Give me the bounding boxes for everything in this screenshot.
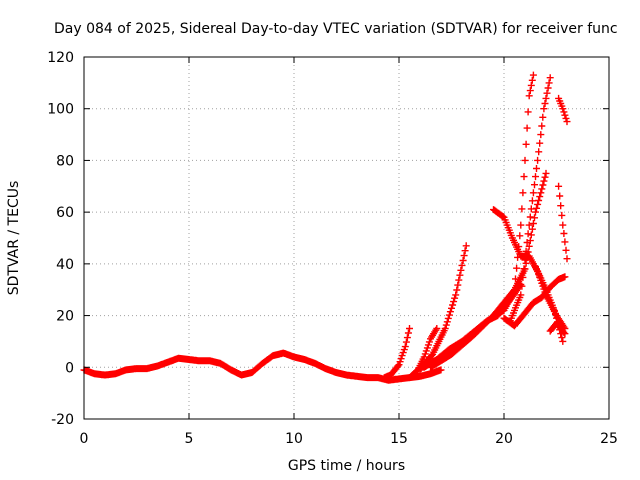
y-tick-label: 0 bbox=[65, 360, 74, 376]
point-markers bbox=[506, 74, 554, 325]
point-markers bbox=[555, 94, 571, 126]
point-markers bbox=[490, 71, 537, 320]
y-tick-label: 100 bbox=[47, 102, 74, 118]
x-axis-label: GPS time / hours bbox=[288, 458, 405, 474]
point-markers bbox=[427, 169, 550, 371]
x-tick-label: 25 bbox=[600, 431, 618, 447]
point-markers bbox=[546, 319, 569, 338]
plot-frame bbox=[83, 56, 610, 420]
chart-title: Day 084 of 2025, Sidereal Day-to-day VTE… bbox=[54, 21, 618, 37]
point-markers bbox=[380, 325, 413, 382]
x-tick-label: 15 bbox=[390, 431, 408, 447]
y-tick-label: 80 bbox=[56, 153, 74, 169]
series-arc-11 bbox=[555, 94, 571, 126]
series-arc-5 bbox=[427, 169, 550, 371]
series-arc-9 bbox=[506, 74, 554, 325]
y-axis-label: SDTVAR / TECUs bbox=[6, 181, 22, 296]
y-tick-label: 60 bbox=[56, 205, 74, 221]
grid bbox=[84, 57, 609, 419]
point-markers bbox=[555, 182, 571, 263]
series-arc-1 bbox=[380, 325, 413, 382]
series-arc-13 bbox=[546, 319, 569, 338]
y-tick-label: 120 bbox=[47, 50, 74, 66]
x-tick-label: 5 bbox=[185, 431, 194, 447]
axis-ticks: -20 0 20 40 60 80 100 120 0 5 10 15 20 25 bbox=[47, 50, 618, 447]
y-tick-label: 40 bbox=[56, 257, 74, 273]
y-tick-label: -20 bbox=[51, 412, 74, 428]
series-arc-12 bbox=[555, 182, 571, 263]
y-tick-label: 20 bbox=[56, 309, 74, 325]
series-arc-8 bbox=[490, 71, 537, 320]
data-points bbox=[80, 71, 571, 384]
x-tick-label: 10 bbox=[285, 431, 303, 447]
x-tick-label: 0 bbox=[80, 431, 89, 447]
x-tick-label: 20 bbox=[495, 431, 513, 447]
